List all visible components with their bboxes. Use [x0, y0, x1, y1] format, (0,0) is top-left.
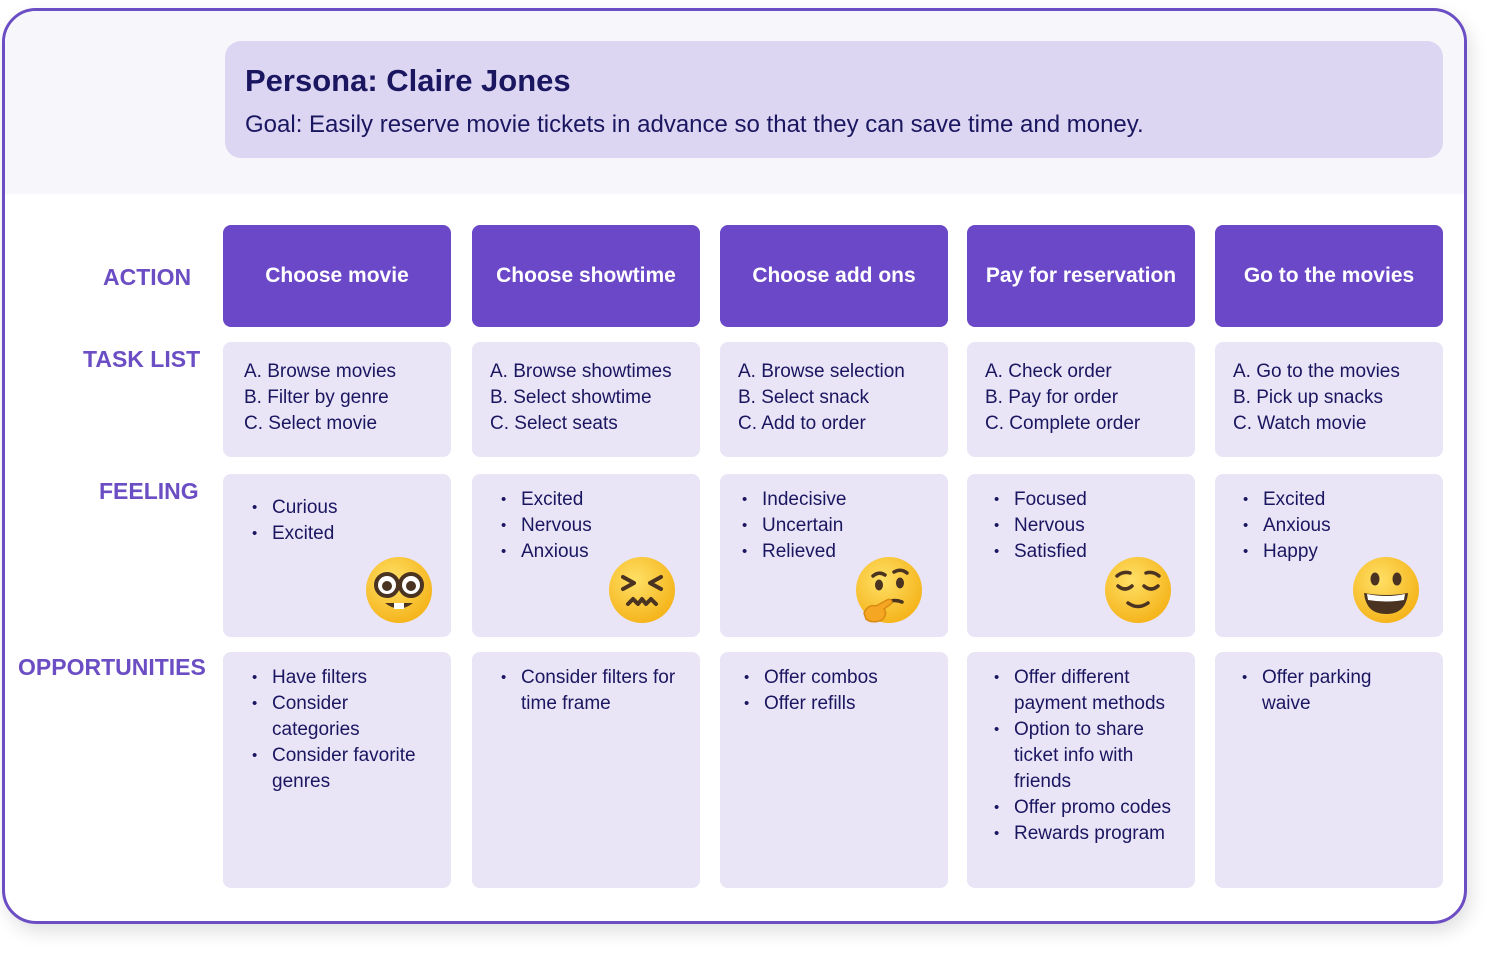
action-card-pay-for-reservation: Pay for reservation	[967, 225, 1195, 327]
task-card-5: A. Go to the movies B. Pick up snacks C.…	[1215, 342, 1443, 457]
nerd-face-icon	[366, 557, 432, 623]
feeling-list: Excited Anxious Happy	[1234, 487, 1331, 565]
task-item: B. Pay for order	[985, 387, 1119, 408]
task-item: C. Select movie	[244, 413, 378, 434]
task-item: C. Complete order	[985, 413, 1141, 434]
opportunity-list: Consider filters for time frame	[492, 665, 692, 717]
feeling-item: Excited	[492, 487, 592, 513]
journey-map-frame: Persona: Claire Jones Goal: Easily reser…	[2, 8, 1467, 924]
task-item: B. Select showtime	[490, 387, 652, 408]
opportunity-item: Offer parking waive	[1233, 665, 1383, 717]
opportunity-item: Option to share ticket info with friends	[985, 717, 1185, 795]
opportunity-list: Offer combos Offer refills	[735, 665, 935, 717]
feeling-item: Nervous	[985, 513, 1087, 539]
feeling-list: Focused Nervous Satisfied	[985, 487, 1087, 565]
action-card-choose-movie: Choose movie	[223, 225, 451, 327]
task-card-3: A. Browse selection B. Select snack C. A…	[720, 342, 948, 457]
task-item: C. Select seats	[490, 413, 618, 434]
opportunity-item: Consider categories	[243, 691, 433, 743]
opportunity-list: Have filters Consider categories Conside…	[243, 665, 433, 795]
persona-card: Persona: Claire Jones Goal: Easily reser…	[225, 41, 1443, 158]
opportunity-item: Offer combos	[735, 665, 935, 691]
feeling-item: Nervous	[492, 513, 592, 539]
feeling-card-5: Excited Anxious Happy	[1215, 474, 1443, 637]
feeling-list: Indecisive Uncertain Relieved	[733, 487, 847, 565]
task-item: C. Watch movie	[1233, 413, 1367, 434]
feeling-item: Indecisive	[733, 487, 847, 513]
opportunity-card-1: Have filters Consider categories Conside…	[223, 652, 451, 888]
feeling-list: Curious Excited	[243, 495, 337, 547]
action-card-choose-add-ons: Choose add ons	[720, 225, 948, 327]
task-list: A. Browse selection B. Select snack C. A…	[738, 359, 905, 437]
opportunity-item: Offer refills	[735, 691, 935, 717]
task-card-4: A. Check order B. Pay for order C. Compl…	[967, 342, 1195, 457]
feeling-item: Excited	[243, 521, 337, 547]
feeling-item: Uncertain	[733, 513, 847, 539]
relieved-face-icon	[1105, 557, 1171, 623]
feeling-card-4: Focused Nervous Satisfied	[967, 474, 1195, 637]
task-item: A. Check order	[985, 361, 1112, 382]
row-label-feeling: FEELING	[99, 478, 199, 504]
task-list: A. Check order B. Pay for order C. Compl…	[985, 359, 1140, 437]
opportunity-item: Offer promo codes	[985, 795, 1185, 821]
opportunity-list: Offer parking waive	[1233, 665, 1383, 717]
feeling-card-1: Curious Excited	[223, 474, 451, 637]
feeling-item: Excited	[1234, 487, 1331, 513]
task-card-1: A. Browse movies B. Filter by genre C. S…	[223, 342, 451, 457]
opportunity-item: Consider filters for time frame	[492, 665, 692, 717]
opportunity-card-4: Offer different payment methods Option t…	[967, 652, 1195, 888]
task-item: A. Go to the movies	[1233, 361, 1400, 382]
opportunity-list: Offer different payment methods Option t…	[985, 665, 1185, 847]
feeling-item: Relieved	[733, 539, 847, 565]
thinking-face-icon	[856, 557, 922, 623]
task-item: A. Browse showtimes	[490, 361, 672, 382]
feeling-item: Anxious	[1234, 513, 1331, 539]
task-item: B. Pick up snacks	[1233, 387, 1383, 408]
feeling-item: Anxious	[492, 539, 592, 565]
task-list: A. Go to the movies B. Pick up snacks C.…	[1233, 359, 1400, 437]
opportunity-item: Offer different payment methods	[985, 665, 1185, 717]
task-list: A. Browse movies B. Filter by genre C. S…	[244, 359, 396, 437]
task-item: B. Select snack	[738, 387, 869, 408]
feeling-card-2: Excited Nervous Anxious	[472, 474, 700, 637]
feeling-item: Happy	[1234, 539, 1331, 565]
action-card-choose-showtime: Choose showtime	[472, 225, 700, 327]
confounded-face-icon	[609, 557, 675, 623]
feeling-card-3: Indecisive Uncertain Relieved	[720, 474, 948, 637]
row-label-task-list: TASK LIST	[83, 346, 201, 372]
task-item: A. Browse movies	[244, 361, 397, 382]
opportunity-card-3: Offer combos Offer refills	[720, 652, 948, 888]
feeling-list: Excited Nervous Anxious	[492, 487, 592, 565]
persona-goal: Goal: Easily reserve movie tickets in ad…	[245, 111, 1144, 138]
feeling-item: Focused	[985, 487, 1087, 513]
row-label-opportunities: OPPORTUNITIES	[18, 654, 206, 680]
opportunity-item: Rewards program	[985, 821, 1185, 847]
grinning-face-icon	[1353, 557, 1419, 623]
opportunity-card-2: Consider filters for time frame	[472, 652, 700, 888]
feeling-item: Curious	[243, 495, 337, 521]
task-card-2: A. Browse showtimes B. Select showtime C…	[472, 342, 700, 457]
task-list: A. Browse showtimes B. Select showtime C…	[490, 359, 672, 437]
task-item: A. Browse selection	[738, 361, 905, 382]
feeling-item: Satisfied	[985, 539, 1087, 565]
opportunity-item: Have filters	[243, 665, 433, 691]
action-card-go-to-the-movies: Go to the movies	[1215, 225, 1443, 327]
task-item: B. Filter by genre	[244, 387, 389, 408]
opportunity-card-5: Offer parking waive	[1215, 652, 1443, 888]
row-label-action: ACTION	[103, 264, 192, 290]
task-item: C. Add to order	[738, 413, 866, 434]
persona-name: Persona: Claire Jones	[245, 63, 571, 98]
opportunity-item: Consider favorite genres	[243, 743, 433, 795]
